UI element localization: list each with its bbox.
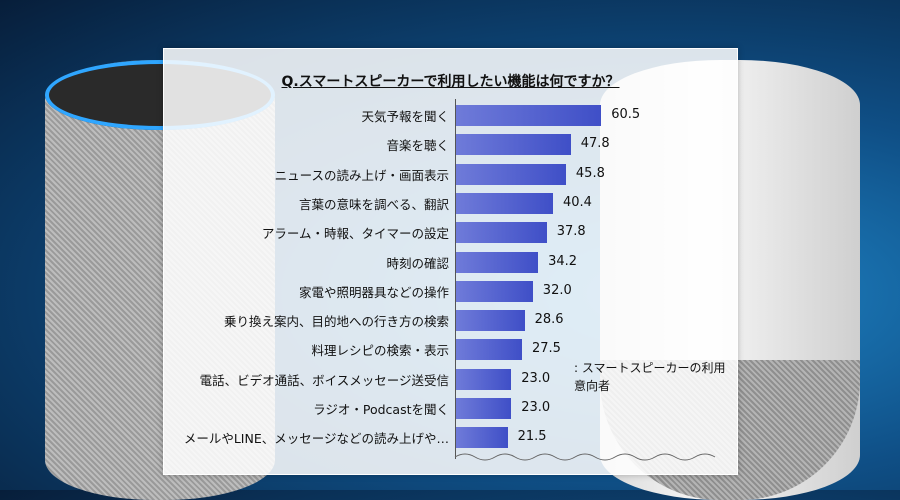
bar <box>456 280 533 302</box>
bar-row: 料理レシピの検索・表示 27.5 <box>164 338 737 361</box>
bar-row: 時刻の確認 34.2 <box>164 251 737 273</box>
value-label: 34.2 <box>548 253 578 269</box>
value-label: 47.8 <box>580 136 610 152</box>
bar-row: 天気予報を聞く 60.5 <box>164 104 737 126</box>
category-label: 乗り換え案内、目的地への行き方の検索 <box>223 314 449 330</box>
category-label: 天気予報を聞く <box>361 109 449 124</box>
category-label: 料理レシピの検索・表示 <box>311 343 449 359</box>
category-label: 家電や照明器具などの操作 <box>298 284 449 300</box>
y-axis-line <box>455 99 456 459</box>
bar-row: 家電や照明器具などの操作 32.0 <box>164 280 737 302</box>
bar-row: ニュースの読み上げ・画面表示 45.8 <box>164 163 737 185</box>
value-label: 23.0 <box>521 400 551 415</box>
category-label: ニュースの読み上げ・画面表示 <box>274 167 449 183</box>
bar <box>456 368 512 390</box>
value-label: 27.5 <box>532 341 561 357</box>
category-label: ラジオ・Podcastを聞く <box>313 402 449 417</box>
legend-note: : スマートスピーカーの利用意向者 <box>574 361 726 393</box>
bar <box>456 310 525 332</box>
bar <box>456 398 512 419</box>
value-label: 40.4 <box>562 194 592 210</box>
bar <box>456 427 508 449</box>
value-label: 37.8 <box>556 224 586 240</box>
bar-row: 乗り換え案内、目的地への行き方の検索 28.6 <box>164 309 737 332</box>
bar-row: 音楽を聴く 47.8 <box>164 133 737 156</box>
value-label: 45.8 <box>575 165 605 181</box>
value-label: 60.5 <box>611 107 641 122</box>
axis-break-wavy-line <box>454 453 716 461</box>
category-label: メールやLINE、メッセージなどの読み上げや… <box>183 431 449 447</box>
category-label: 電話、ビデオ通話、ボイスメッセージ送受信 <box>199 372 449 388</box>
chart-panel: Q.スマートスピーカーで利用したい機能は何ですか？ 天気予報を聞く 60.5 音楽を… <box>163 48 738 475</box>
bar <box>456 339 522 361</box>
value-label: 23.0 <box>521 370 551 386</box>
category-label: 言葉の意味を調べる、翻訳 <box>298 196 449 212</box>
value-label: 28.6 <box>534 312 564 328</box>
category-label: アラーム・時報、タイマーの設定 <box>261 226 449 242</box>
chart-title: Q.スマートスピーカーで利用したい機能は何ですか？ <box>281 74 620 90</box>
bar <box>456 105 602 126</box>
bar-row: 電話、ビデオ通話、ボイスメッセージ送受信 23.0 <box>164 368 737 390</box>
bar-row: メールやLINE、メッセージなどの読み上げや… 21.5 <box>164 426 737 449</box>
bar <box>456 163 566 185</box>
bar <box>456 134 571 156</box>
value-label: 32.0 <box>542 282 572 298</box>
bar-row: ラジオ・Podcastを聞く 23.0 <box>164 397 737 419</box>
bar <box>456 251 539 273</box>
category-label: 音楽を聴く <box>386 138 449 154</box>
value-label: 21.5 <box>517 429 547 445</box>
bar <box>456 222 547 244</box>
bar-row: アラーム・時報、タイマーの設定 37.8 <box>164 221 737 244</box>
bar-row: 言葉の意味を調べる、翻訳 40.4 <box>164 192 737 214</box>
bar <box>456 192 553 214</box>
category-label: 時刻の確認 <box>386 255 449 271</box>
